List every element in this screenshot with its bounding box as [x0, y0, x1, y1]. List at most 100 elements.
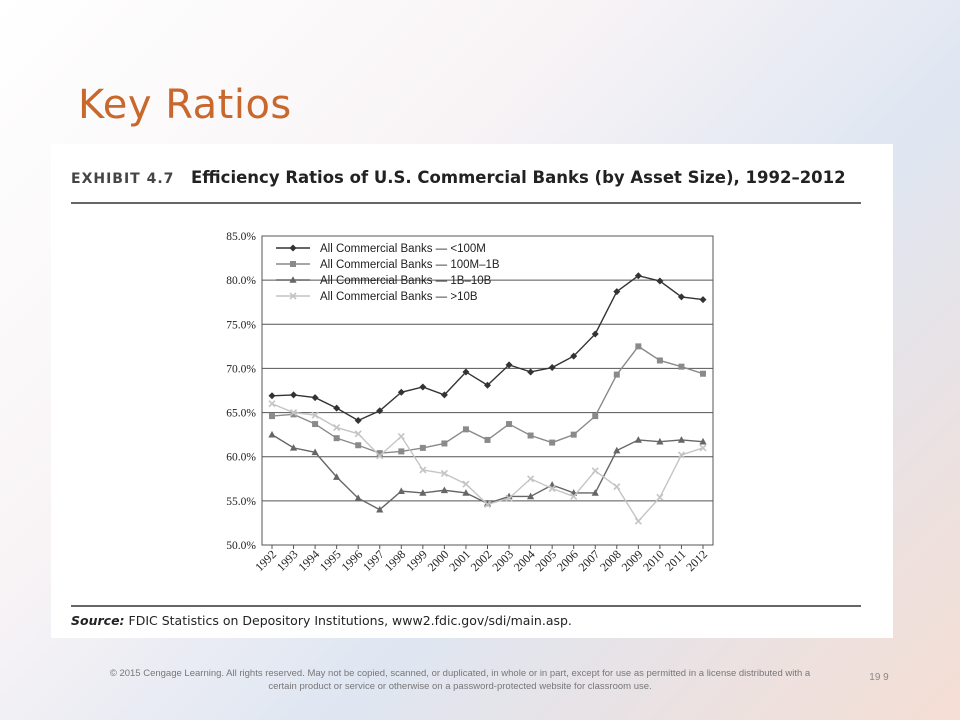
- series-line-3: [271, 434, 704, 511]
- data-point: [311, 394, 319, 402]
- data-point: [591, 467, 599, 475]
- exhibit-number: EXHIBIT 4.7: [71, 171, 175, 187]
- data-point: [269, 413, 275, 420]
- data-point: [376, 407, 384, 415]
- data-point: [419, 444, 426, 451]
- data-point: [333, 404, 341, 412]
- legend-label: All Commercial Banks — 1B–10B: [320, 275, 492, 287]
- data-point: [505, 494, 513, 502]
- x-tick-label: 2010: [640, 547, 667, 574]
- y-tick-label: 65.0%: [226, 408, 256, 420]
- slide-title: Key Ratios: [78, 82, 292, 128]
- data-point: [290, 411, 297, 418]
- y-tick-label: 60.0%: [226, 452, 256, 464]
- data-point: [677, 293, 685, 301]
- x-tick-label: 2012: [683, 547, 710, 574]
- data-point: [527, 492, 535, 500]
- data-point: [462, 426, 469, 433]
- data-point: [354, 417, 362, 425]
- x-tick-label: 1999: [403, 547, 430, 574]
- data-point: [678, 363, 685, 370]
- source-text: FDIC Statistics on Depository Institutio…: [124, 613, 572, 628]
- data-point: [656, 493, 664, 501]
- data-point: [483, 500, 492, 508]
- data-point: [677, 436, 686, 443]
- data-point: [419, 383, 427, 391]
- y-tick-label: 50.0%: [226, 540, 256, 552]
- data-point: [398, 448, 405, 455]
- data-point: [613, 483, 621, 491]
- data-point: [311, 411, 319, 419]
- legend-marker: [289, 276, 297, 283]
- data-point: [268, 430, 276, 438]
- data-point: [290, 391, 298, 399]
- data-point: [462, 480, 470, 488]
- y-tick-label: 85.0%: [226, 231, 256, 243]
- data-point: [527, 475, 535, 483]
- x-tick-label: 1995: [317, 547, 344, 574]
- data-point: [376, 452, 384, 460]
- x-tick-label: 2002: [468, 547, 495, 574]
- y-tick-label: 70.0%: [226, 363, 256, 375]
- data-point: [397, 432, 405, 440]
- data-point: [505, 492, 513, 500]
- data-point: [656, 437, 664, 445]
- data-point: [355, 442, 362, 449]
- data-point: [570, 431, 577, 438]
- data-point: [312, 421, 319, 428]
- x-tick-label: 1998: [382, 547, 409, 574]
- data-point: [699, 444, 707, 452]
- data-point: [613, 446, 621, 454]
- data-point: [634, 436, 642, 443]
- y-tick-label: 80.0%: [226, 275, 256, 287]
- data-point: [484, 436, 491, 443]
- legend-label: All Commercial Banks — <100M: [320, 243, 486, 255]
- data-point: [527, 432, 534, 439]
- source-divider: [71, 605, 861, 607]
- data-point: [506, 421, 513, 428]
- copyright-footer: © 2015 Cengage Learning. All rights rese…: [109, 668, 811, 692]
- data-point: [591, 489, 599, 496]
- x-tick-label: 2008: [597, 547, 624, 574]
- data-point: [570, 492, 578, 501]
- data-point: [311, 448, 319, 456]
- data-point: [333, 473, 341, 480]
- x-tick-label: 2006: [554, 547, 581, 574]
- data-point: [634, 272, 642, 280]
- source-note: Source: FDIC Statistics on Depository In…: [71, 613, 572, 628]
- data-point: [613, 371, 620, 378]
- x-tick-label: 2005: [532, 547, 559, 574]
- legend-label: All Commercial Banks — >10B: [320, 291, 478, 303]
- data-point: [441, 440, 448, 447]
- data-point: [376, 450, 383, 457]
- data-point: [333, 435, 340, 442]
- data-point: [699, 437, 707, 445]
- exhibit-title: Efficiency Ratios of U.S. Commercial Ban…: [191, 168, 846, 187]
- header-divider: [71, 202, 861, 204]
- data-point: [268, 392, 276, 400]
- source-label: Source:: [71, 613, 125, 628]
- legend-marker: [289, 292, 297, 300]
- x-tick-label: 1997: [360, 547, 387, 574]
- x-tick-label: 1994: [295, 547, 322, 574]
- data-point: [527, 368, 535, 376]
- data-point: [635, 343, 642, 350]
- data-point: [656, 277, 664, 285]
- data-point: [656, 357, 663, 364]
- data-point: [613, 288, 621, 296]
- data-point: [419, 466, 427, 474]
- data-point: [700, 370, 706, 377]
- data-point: [570, 352, 578, 360]
- data-point: [419, 489, 427, 496]
- legend-label: All Commercial Banks — 100M–1B: [320, 259, 500, 271]
- x-tick-label: 2003: [489, 547, 516, 574]
- data-point: [484, 381, 491, 389]
- data-point: [462, 368, 470, 376]
- x-tick-label: 2000: [425, 547, 452, 574]
- data-point: [397, 388, 405, 396]
- x-tick-label: 2001: [446, 547, 473, 574]
- data-point: [354, 494, 362, 502]
- data-point: [289, 409, 298, 417]
- exhibit-figure: EXHIBIT 4.7 Efficiency Ratios of U.S. Co…: [51, 144, 893, 638]
- x-tick-label: 1992: [252, 547, 279, 574]
